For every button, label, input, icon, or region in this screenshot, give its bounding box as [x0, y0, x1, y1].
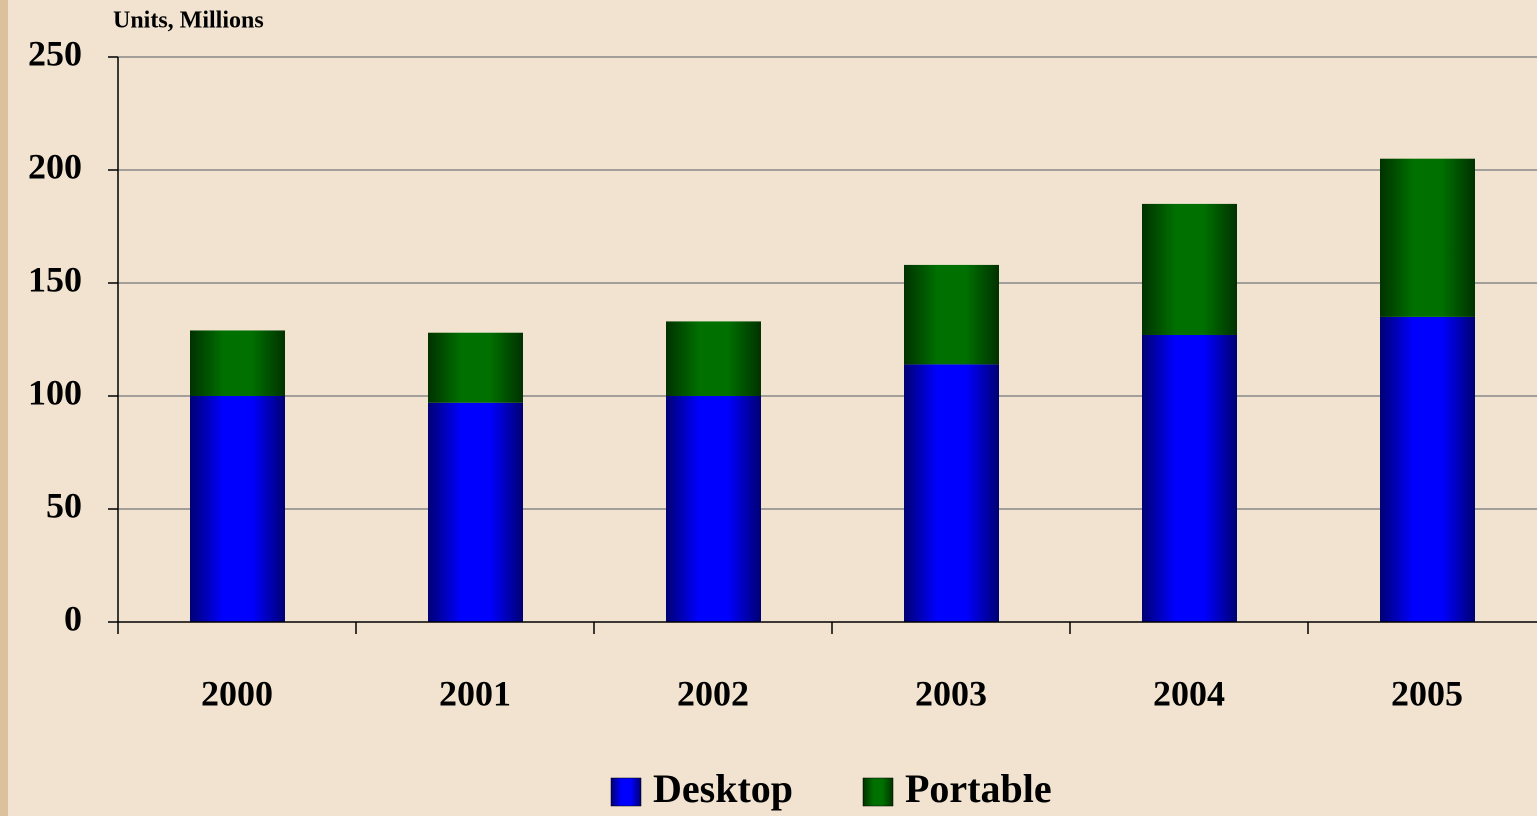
bar-segment: [904, 264, 999, 365]
legend-swatch: [610, 777, 642, 807]
bar-segment: [904, 364, 999, 622]
y-tick-label: 0: [64, 598, 82, 638]
bar-segment: [190, 330, 285, 396]
bar-segment: [1142, 334, 1237, 622]
bar-segment: [666, 321, 761, 396]
y-tick-label: 150: [28, 259, 82, 299]
legend-label: Desktop: [653, 766, 793, 811]
legend-swatch: [862, 777, 894, 807]
side-strip: [0, 0, 8, 816]
x-tick-label: 2001: [439, 673, 511, 713]
x-tick-label: 2002: [677, 673, 749, 713]
bar-segment: [1380, 158, 1475, 317]
y-tick-label: 50: [46, 485, 82, 525]
y-tick-label: 100: [28, 372, 82, 412]
x-tick-label: 2005: [1391, 673, 1463, 713]
legend-label: Portable: [905, 766, 1052, 811]
y-tick-label: 200: [28, 146, 82, 186]
x-tick-label: 2003: [915, 673, 987, 713]
bar-segment: [1380, 316, 1475, 622]
y-axis-label: Units, Millions: [113, 8, 264, 34]
x-tick-label: 2004: [1153, 673, 1225, 713]
y-tick-label: 250: [28, 33, 82, 73]
bar-segment: [428, 402, 523, 622]
bar-segment: [428, 332, 523, 403]
x-tick-label: 2000: [201, 673, 273, 713]
bar-segment: [190, 396, 285, 622]
bar-segment: [1142, 203, 1237, 335]
bar-segment: [666, 396, 761, 622]
